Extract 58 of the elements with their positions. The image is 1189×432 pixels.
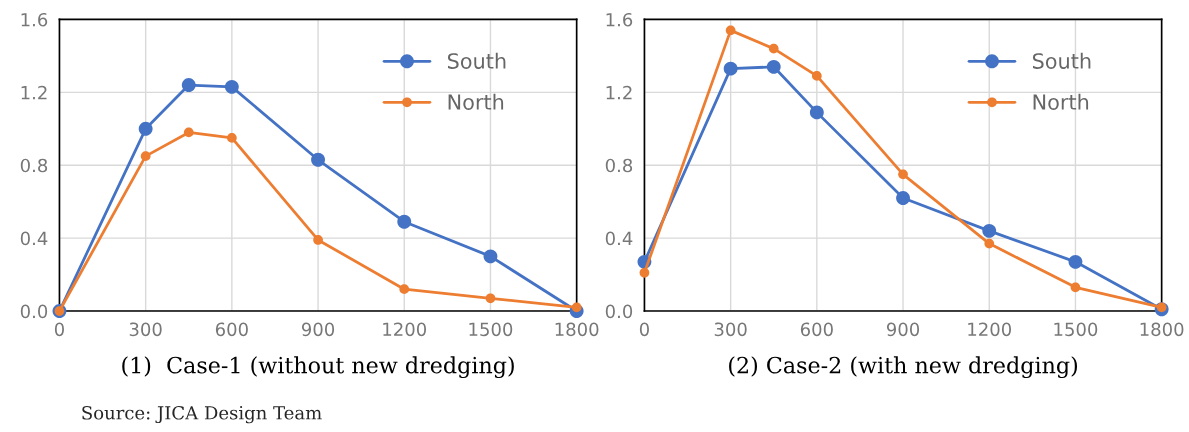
x-tick-label: 1200: [383, 322, 427, 337]
x-tick-label: 900: [301, 322, 335, 337]
y-tick-label: 0.0: [605, 304, 633, 319]
legend-label: North: [1033, 93, 1089, 110]
point: [809, 105, 824, 120]
point: [1070, 282, 1081, 293]
point: [140, 151, 151, 161]
point: [984, 238, 995, 249]
x-tick-label: 0: [54, 322, 64, 337]
x-tick-label: 300: [714, 322, 747, 337]
point: [639, 267, 650, 278]
point: [896, 191, 910, 205]
x-tick-label: 1800: [1140, 322, 1184, 337]
source-note: Source: JICA Design Team: [82, 405, 322, 424]
x-axis-title: (1) Case-1 (without new dredging): [122, 356, 514, 379]
point: [898, 169, 908, 180]
point: [811, 71, 822, 81]
point: [483, 249, 498, 264]
y-tick-label: 0.0: [20, 304, 48, 319]
y-tick-label: 0.4: [20, 231, 48, 246]
point: [311, 152, 325, 167]
point: [982, 223, 997, 238]
point: [183, 127, 194, 138]
point: [766, 59, 781, 74]
legend-label: North: [448, 93, 504, 110]
x-tick-label: 600: [800, 322, 833, 337]
point: [138, 121, 153, 136]
y-tick-label: 1.2: [21, 85, 47, 100]
y-tick-label: 1.6: [606, 12, 633, 27]
point: [768, 43, 779, 54]
point: [313, 235, 323, 245]
point: [1156, 302, 1167, 313]
y-tick-label: 0.4: [605, 231, 633, 246]
y-tick-label: 0.8: [20, 158, 48, 173]
x-tick-label: 1500: [1054, 322, 1098, 337]
point: [224, 79, 239, 94]
point: [723, 61, 738, 76]
x-tick-label: 1800: [555, 322, 599, 337]
y-tick-label: 0.8: [605, 158, 633, 173]
legend-label: South: [447, 52, 506, 69]
legend-label: South: [1032, 52, 1091, 69]
x-tick-label: 1200: [968, 322, 1012, 337]
point: [397, 214, 412, 229]
point: [571, 302, 582, 313]
point: [181, 78, 196, 92]
point: [1068, 254, 1083, 269]
x-axis-title: (2) Case-2 (with new dredging): [729, 356, 1078, 379]
point: [725, 25, 736, 36]
y-tick-label: 1.6: [21, 12, 48, 27]
x-tick-label: 600: [215, 322, 248, 337]
y-tick-label: 1.2: [606, 85, 632, 100]
x-tick-label: 1500: [469, 322, 513, 337]
x-tick-label: 300: [129, 322, 162, 337]
x-tick-label: 0: [639, 322, 649, 337]
point: [399, 284, 410, 295]
point: [485, 293, 496, 304]
point: [226, 133, 237, 143]
x-tick-label: 900: [886, 322, 920, 337]
